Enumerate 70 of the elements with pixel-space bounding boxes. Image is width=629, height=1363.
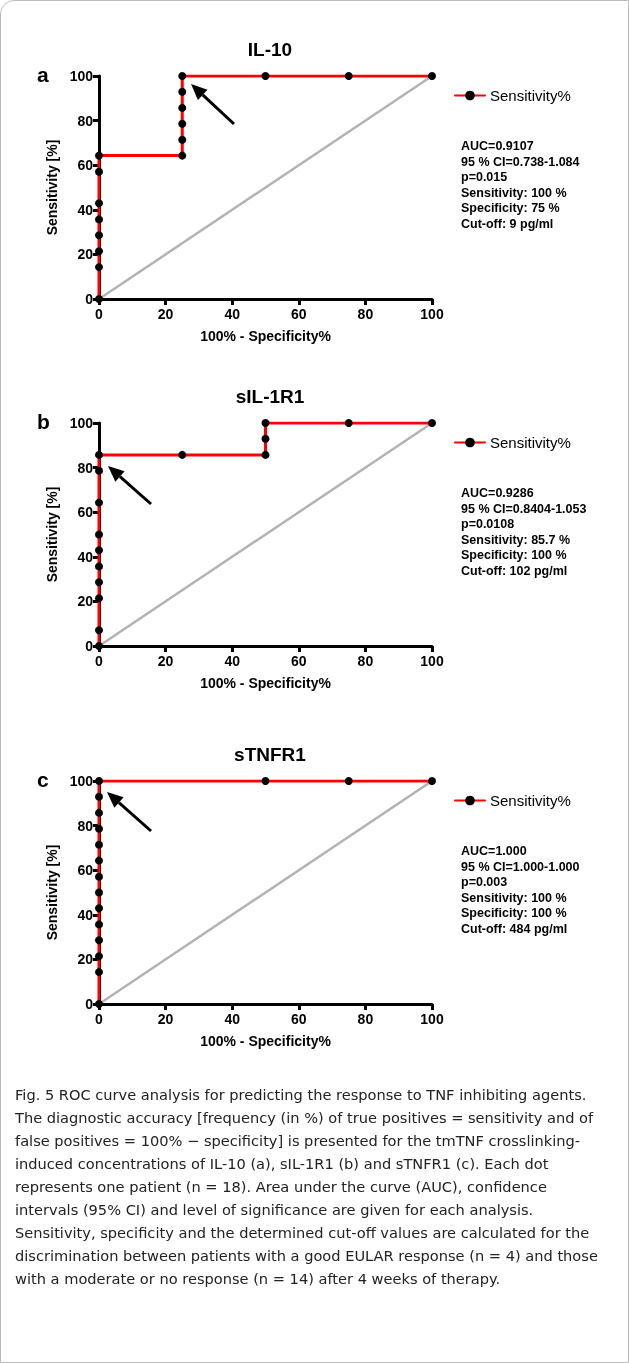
text: 95 % CI=1.000-1.000 [461, 859, 580, 875]
y-tick-label: 60 [77, 504, 94, 521]
y-tick-label: 60 [77, 157, 94, 174]
y-tick-label: 0 [85, 996, 94, 1012]
legend-label: Sensitivity% [490, 434, 571, 451]
y-tick-label: 80 [77, 817, 94, 834]
text: Fig. 5 ROC curve analysis for predicting the response to TNF inhibiting agents. The diagnostic accuracy [frequency (in %) of true positives = sensitivity and of false positives = 100% − specificity] is presented for the tmTNF crosslinking-induced concentrations of IL-10 (a), sIL-1R1 (b) and sTNFR1 (c). Each dot represents one patient (n = 18). Area under the curve (AUC), confidence intervals (95% CI) and level of significance are given for each analysis. Sensitivity, specificity and the determined cut-off values are calculated for the discrimination between patients with a good EULAR response (n = 4) and those with a moderate or no response (n = 14) after 4 weeks of therapy. [15, 1086, 598, 1287]
text: Specificity: 100 % [461, 906, 568, 922]
y-tick-label: 80 [77, 112, 94, 129]
y-tick-label: 60 [77, 862, 94, 879]
y-tick-label: 40 [77, 548, 94, 565]
text: Sensitivity: 100 % [461, 890, 568, 906]
x-tick-label: 100 [420, 653, 444, 669]
y-axis-title: Sensitivity [%] [43, 486, 60, 583]
text: Cut-off: 102 pg/ml [461, 563, 569, 579]
x-tick-label: 0 [95, 1011, 104, 1027]
text: c [37, 768, 49, 792]
y-tick-label: 20 [77, 951, 94, 968]
x-tick-label: 60 [291, 1011, 307, 1027]
text: AUC=0.9107 [461, 139, 535, 155]
x-axis-title: 100% - Specificity% [200, 1033, 332, 1049]
y-tick-label: 40 [77, 906, 94, 923]
text: 95 % CI=0.738-1.084 [461, 154, 580, 170]
text: p=0.0108 [461, 517, 516, 533]
x-tick-label: 40 [224, 653, 241, 669]
x-tick-label: 80 [357, 306, 374, 322]
x-tick-label: 60 [291, 653, 307, 669]
x-tick-label: 40 [224, 1011, 241, 1027]
text: p=0.015 [461, 170, 509, 186]
x-tick-label: 40 [224, 306, 241, 322]
chart-title: IL-10 [247, 39, 293, 60]
text: Sensitivity: 85.7 % [461, 532, 572, 548]
text: Sensitivity: 100 % [461, 185, 568, 201]
text: Cut-off: 484 pg/ml [461, 921, 569, 937]
x-tick-label: 20 [157, 306, 174, 322]
legend-label: Sensitivity% [490, 792, 571, 809]
x-tick-label: 0 [95, 306, 104, 322]
x-tick-label: 0 [95, 653, 104, 669]
y-tick-label: 20 [77, 246, 94, 263]
x-tick-label: 80 [357, 653, 374, 669]
y-axis-title: Sensitivity [%] [43, 139, 60, 236]
x-axis-title: 100% - Specificity% [200, 328, 332, 344]
y-tick-label: 0 [85, 638, 94, 654]
y-tick-label: 0 [85, 291, 94, 307]
text: 95 % CI=0.8404-1.053 [461, 501, 587, 517]
x-tick-label: 60 [291, 306, 307, 322]
text: Specificity: 100 % [461, 548, 568, 564]
y-tick-label: 40 [77, 201, 94, 218]
y-tick-label: 20 [77, 593, 94, 610]
y-tick-label: 100 [69, 773, 94, 789]
text: Cut-off: 9 pg/ml [461, 216, 555, 232]
text: p=0.003 [461, 875, 509, 891]
x-tick-label: 80 [357, 1011, 374, 1027]
y-axis-title: Sensitivity [%] [43, 844, 60, 941]
text: Specificity: 75 % [461, 201, 561, 217]
chart-title: sIL-1R1 [235, 386, 305, 407]
y-tick-label: 100 [69, 415, 94, 431]
text: AUC=0.9286 [461, 486, 535, 502]
x-tick-label: 100 [420, 306, 444, 322]
x-tick-label: 20 [157, 653, 174, 669]
y-tick-label: 100 [69, 68, 94, 84]
legend-label: Sensitivity% [490, 87, 571, 104]
text: b [37, 410, 50, 434]
chart-title: sTNFR1 [234, 744, 307, 765]
x-axis-title: 100% - Specificity% [200, 675, 332, 691]
y-tick-label: 80 [77, 459, 94, 476]
text: a [37, 63, 49, 87]
text: AUC=1.000 [461, 844, 528, 860]
x-tick-label: 100 [420, 1011, 444, 1027]
x-tick-label: 20 [157, 1011, 174, 1027]
